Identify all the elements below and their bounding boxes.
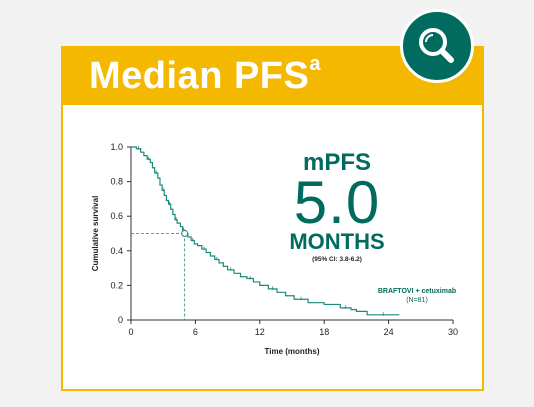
mpfs-label: mPFS [302,149,371,176]
x-tick-label: 12 [255,327,265,337]
x-axis-title: Time (months) [265,347,320,356]
page-title: Median PFSa [89,53,321,98]
survival-curve [131,146,400,316]
x-tick-label: 24 [384,327,394,337]
x-tick-label: 18 [319,327,329,337]
y-tick-label: 0.2 [110,280,123,290]
tick-labels: 0 6 12 18 24 30 0 0.2 0.4 0.6 0.8 1.0 [110,142,458,337]
x-tick-label: 30 [448,327,458,337]
series-n: (N=81) [406,297,428,304]
median-guides [131,233,186,320]
series-name: BRAFTOVI + cetuximab [377,288,457,295]
y-tick-label: 0.6 [110,211,123,221]
median-point [181,230,189,237]
median-callout: mPFS 5.0 MONTHS (95% CI: 3.8-6.2) [272,149,402,264]
series-label: BRAFTOVI + cetuximab (N=81) [372,287,462,305]
title-text: Median PFS [89,55,310,97]
y-tick-label: 0.8 [110,177,123,187]
x-tick-label: 6 [193,327,198,337]
y-tick-label: 0.4 [110,246,123,256]
mpfs-unit: MONTHS [289,229,385,254]
y-tick-label: 0 [118,315,123,325]
mpfs-value: 5.0 [293,169,381,236]
title-superscript: a [309,53,321,76]
survival-curve-group [131,146,400,316]
mpfs-ci: (95% CI: 3.8-6.2) [312,256,362,263]
y-axis-title: Cumulative survival [91,196,100,272]
magnifier-badge [400,9,474,83]
y-tick-label: 1.0 [110,142,123,152]
magnifier-icon [419,28,454,63]
x-tick-label: 0 [128,327,133,337]
